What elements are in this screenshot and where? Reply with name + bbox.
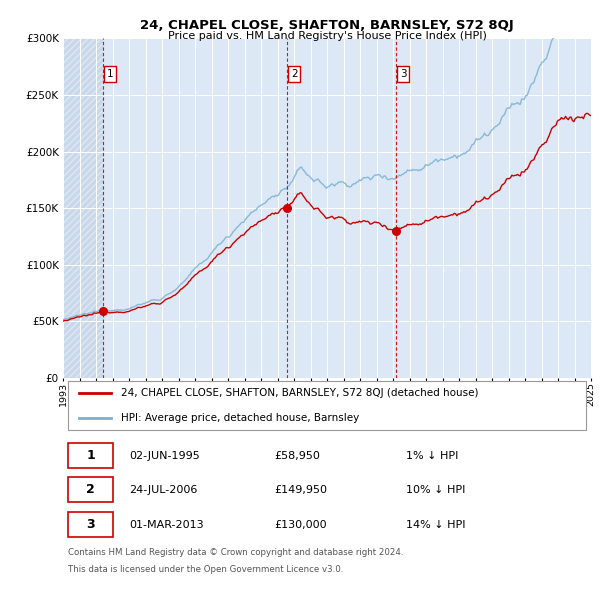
Text: 1% ↓ HPI: 1% ↓ HPI — [406, 451, 458, 461]
Text: 02-JUN-1995: 02-JUN-1995 — [129, 451, 200, 461]
Text: Price paid vs. HM Land Registry's House Price Index (HPI): Price paid vs. HM Land Registry's House … — [167, 31, 487, 41]
Text: 01-MAR-2013: 01-MAR-2013 — [129, 520, 203, 530]
Text: 2: 2 — [86, 483, 95, 496]
Text: £130,000: £130,000 — [274, 520, 327, 530]
Text: 24, CHAPEL CLOSE, SHAFTON, BARNSLEY, S72 8QJ (detached house): 24, CHAPEL CLOSE, SHAFTON, BARNSLEY, S72… — [121, 388, 479, 398]
Text: HPI: Average price, detached house, Barnsley: HPI: Average price, detached house, Barn… — [121, 413, 359, 422]
Text: £149,950: £149,950 — [274, 485, 327, 495]
FancyBboxPatch shape — [68, 513, 113, 537]
Text: 24-JUL-2006: 24-JUL-2006 — [129, 485, 197, 495]
Text: Contains HM Land Registry data © Crown copyright and database right 2024.: Contains HM Land Registry data © Crown c… — [68, 548, 404, 558]
FancyBboxPatch shape — [68, 444, 113, 468]
Bar — [63, 38, 103, 378]
Text: 14% ↓ HPI: 14% ↓ HPI — [406, 520, 466, 530]
Text: 10% ↓ HPI: 10% ↓ HPI — [406, 485, 466, 495]
Text: 1: 1 — [107, 69, 113, 79]
FancyBboxPatch shape — [68, 381, 586, 431]
Text: 3: 3 — [400, 69, 406, 79]
Bar — [63, 38, 103, 378]
Text: £58,950: £58,950 — [274, 451, 320, 461]
Text: 1: 1 — [86, 450, 95, 463]
Text: 3: 3 — [86, 519, 95, 532]
FancyBboxPatch shape — [68, 477, 113, 502]
Text: 2: 2 — [291, 69, 298, 79]
Text: This data is licensed under the Open Government Licence v3.0.: This data is licensed under the Open Gov… — [68, 565, 344, 574]
Text: 24, CHAPEL CLOSE, SHAFTON, BARNSLEY, S72 8QJ: 24, CHAPEL CLOSE, SHAFTON, BARNSLEY, S72… — [140, 19, 514, 32]
